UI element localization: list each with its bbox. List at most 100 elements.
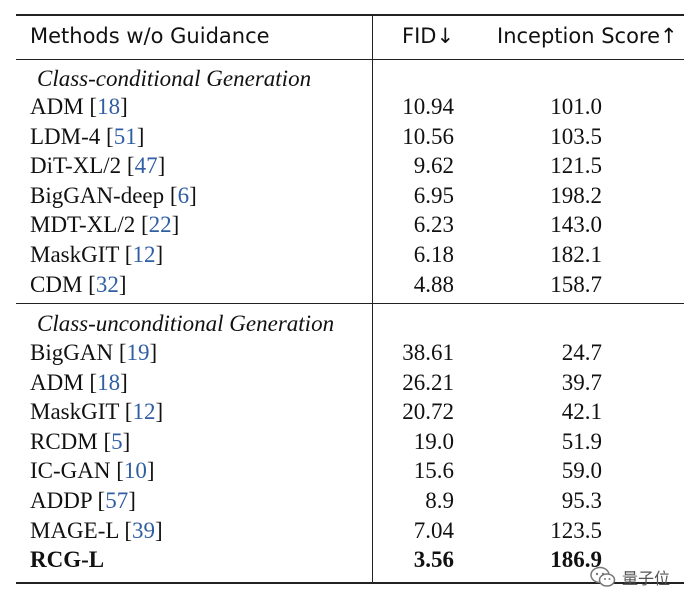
method-name: MaskGIT [12] <box>30 399 164 425</box>
citation-link[interactable]: 32 <box>95 271 119 297</box>
column-divider-body-2 <box>372 304 373 582</box>
method-name: MaskGIT [12] <box>30 242 164 267</box>
inception-score-value: 186.9 <box>550 547 602 573</box>
method-label: ADM <box>30 369 84 395</box>
inception-score-value: 198.2 <box>550 182 602 208</box>
fid-value: 8.9 <box>425 488 454 513</box>
bottom-rule <box>16 582 684 584</box>
citation-link[interactable]: 57 <box>105 488 129 513</box>
method-label: MAGE-L <box>30 517 119 543</box>
method-name: MDT-XL/2 [22] <box>30 212 180 238</box>
citation-link[interactable]: 12 <box>132 242 156 267</box>
method-label: ADM <box>30 94 84 119</box>
citation-link[interactable]: 12 <box>132 399 156 425</box>
method-name: IC-GAN [10] <box>30 458 155 484</box>
table-row: ADM [18] 26.21 39.7 <box>0 370 700 400</box>
fid-value: 19.0 <box>413 428 454 454</box>
inception-score-value: 101.0 <box>550 94 602 119</box>
inception-score-value: 39.7 <box>561 369 602 395</box>
citation-link[interactable]: 22 <box>148 212 172 238</box>
top-rule <box>16 14 684 16</box>
method-name: BigGAN [19] <box>30 340 158 365</box>
table-row: ADDP [57] 8.9 95.3 <box>0 488 700 518</box>
fid-value: 10.56 <box>402 123 454 149</box>
fid-value: 6.23 <box>413 212 454 238</box>
citation-link[interactable]: 39 <box>132 517 155 543</box>
method-name: BigGAN-deep [6] <box>30 182 197 208</box>
fid-value: 7.04 <box>413 517 454 543</box>
fid-value: 15.6 <box>413 458 454 484</box>
header-fid: FID↓ <box>402 24 455 48</box>
method-label: RCDM <box>30 428 98 454</box>
table-row: BigGAN-deep [6] 6.95 198.2 <box>0 183 700 213</box>
fid-value: 20.72 <box>402 399 454 425</box>
inception-score-value: 59.0 <box>561 458 602 484</box>
method-label: BigGAN-deep <box>30 182 165 208</box>
method-name: RCDM [5] <box>30 428 131 454</box>
header-methods: Methods w/o Guidance <box>30 24 270 48</box>
header-rule <box>16 59 684 60</box>
method-name: MAGE-L [39] <box>30 517 163 543</box>
method-label: MaskGIT <box>30 399 120 425</box>
method-name: CDM [32] <box>30 271 127 297</box>
table-row: MDT-XL/2 [22] 6.23 143.0 <box>0 212 700 242</box>
fid-value: 3.56 <box>413 547 454 573</box>
method-label: MaskGIT <box>30 242 120 267</box>
inception-score-value: 42.1 <box>561 399 602 425</box>
fid-value: 4.88 <box>413 271 454 297</box>
inception-score-value: 95.3 <box>561 488 602 513</box>
fid-value: 10.94 <box>402 94 454 119</box>
section-title: Class-conditional Generation <box>37 66 312 91</box>
citation-link[interactable]: 6 <box>177 182 190 208</box>
method-name: ADM [18] <box>30 369 128 395</box>
method-name: ADM [18] <box>30 94 128 119</box>
citation-link[interactable]: 10 <box>123 458 147 484</box>
table-row: MAGE-L [39] 7.04 123.5 <box>0 518 700 548</box>
table-row: IC-GAN [10] 15.6 59.0 <box>0 458 700 488</box>
method-label: IC-GAN <box>30 458 111 484</box>
header-inception-score: Inception Score↑ <box>497 24 678 48</box>
fid-value: 38.61 <box>402 340 454 365</box>
inception-score-value: 103.5 <box>550 123 602 149</box>
watermark: 量子位 <box>590 565 670 589</box>
wechat-logo-icon <box>590 566 616 588</box>
table-row: RCDM [5] 19.0 51.9 <box>0 429 700 459</box>
method-name: DiT-XL/2 [47] <box>30 153 166 179</box>
table-row: RCG-L 3.56 186.9 <box>0 547 700 577</box>
method-label: CDM <box>30 271 83 297</box>
table-row: MaskGIT [12] 6.18 182.1 <box>0 242 700 272</box>
fid-value: 26.21 <box>402 369 454 395</box>
table-row: LDM-4 [51] 10.56 103.5 <box>0 124 700 154</box>
citation-link[interactable]: 47 <box>134 153 158 179</box>
citation-link[interactable]: 18 <box>97 369 121 395</box>
inception-score-value: 51.9 <box>561 428 602 454</box>
inception-score-value: 182.1 <box>550 242 602 267</box>
fid-value: 9.62 <box>413 153 454 179</box>
method-label: LDM-4 <box>30 123 101 149</box>
inception-score-value: 123.5 <box>550 517 602 543</box>
table-row: MaskGIT [12] 20.72 42.1 <box>0 399 700 429</box>
table-row: BigGAN [19] 38.61 24.7 <box>0 340 700 370</box>
method-label: RCG-L <box>30 547 105 573</box>
citation-link[interactable]: 19 <box>126 340 150 365</box>
method-name: RCG-L <box>30 547 104 573</box>
method-label: ADDP <box>30 488 92 513</box>
inception-score-value: 24.7 <box>561 340 602 365</box>
method-name: ADDP [57] <box>30 488 136 513</box>
inception-score-value: 158.7 <box>550 271 602 297</box>
citation-link[interactable]: 51 <box>113 123 137 149</box>
inception-score-value: 143.0 <box>550 212 602 238</box>
watermark-text: 量子位 <box>622 569 671 588</box>
column-divider-body-1 <box>372 60 373 303</box>
table-row: CDM [32] 4.88 158.7 <box>0 272 700 302</box>
citation-link[interactable]: 18 <box>97 94 121 119</box>
method-label: BigGAN <box>30 340 114 365</box>
fid-value: 6.95 <box>413 182 454 208</box>
table-row: DiT-XL/2 [47] 9.62 121.5 <box>0 153 700 183</box>
column-divider-header <box>372 16 373 59</box>
method-label: DiT-XL/2 <box>30 153 122 179</box>
citation-link[interactable]: 5 <box>111 428 123 454</box>
section-divider <box>16 303 684 304</box>
method-label: MDT-XL/2 <box>30 212 136 238</box>
section-title: Class-unconditional Generation <box>37 311 335 336</box>
